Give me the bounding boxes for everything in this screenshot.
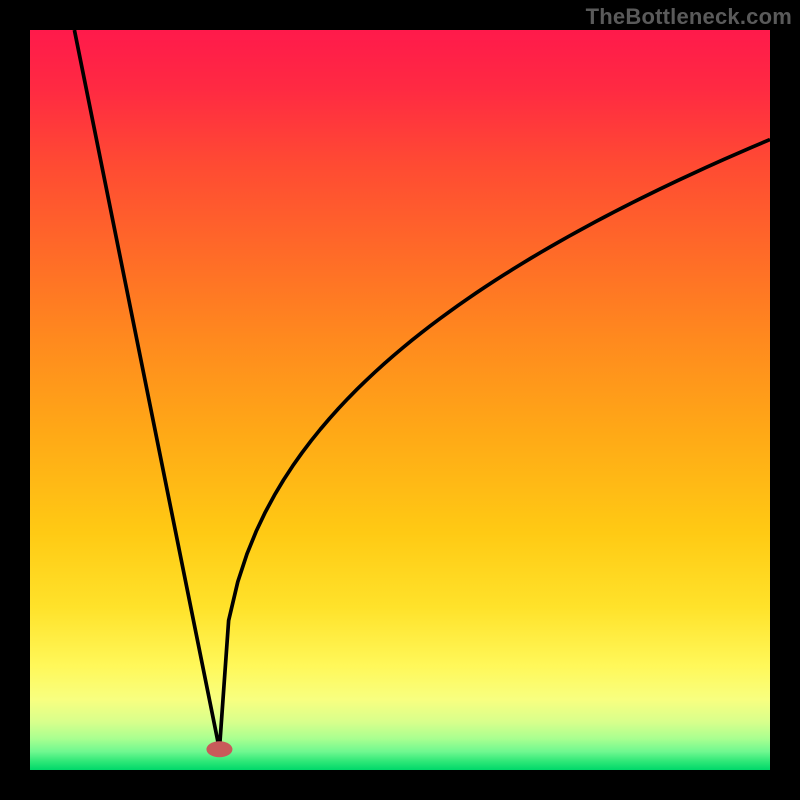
bottleneck-curve <box>74 30 770 749</box>
curve-overlay <box>30 30 770 770</box>
plot-area <box>30 30 770 770</box>
watermark-text: TheBottleneck.com <box>586 4 792 30</box>
chart-container: TheBottleneck.com <box>0 0 800 800</box>
minimum-marker-icon <box>206 741 232 757</box>
